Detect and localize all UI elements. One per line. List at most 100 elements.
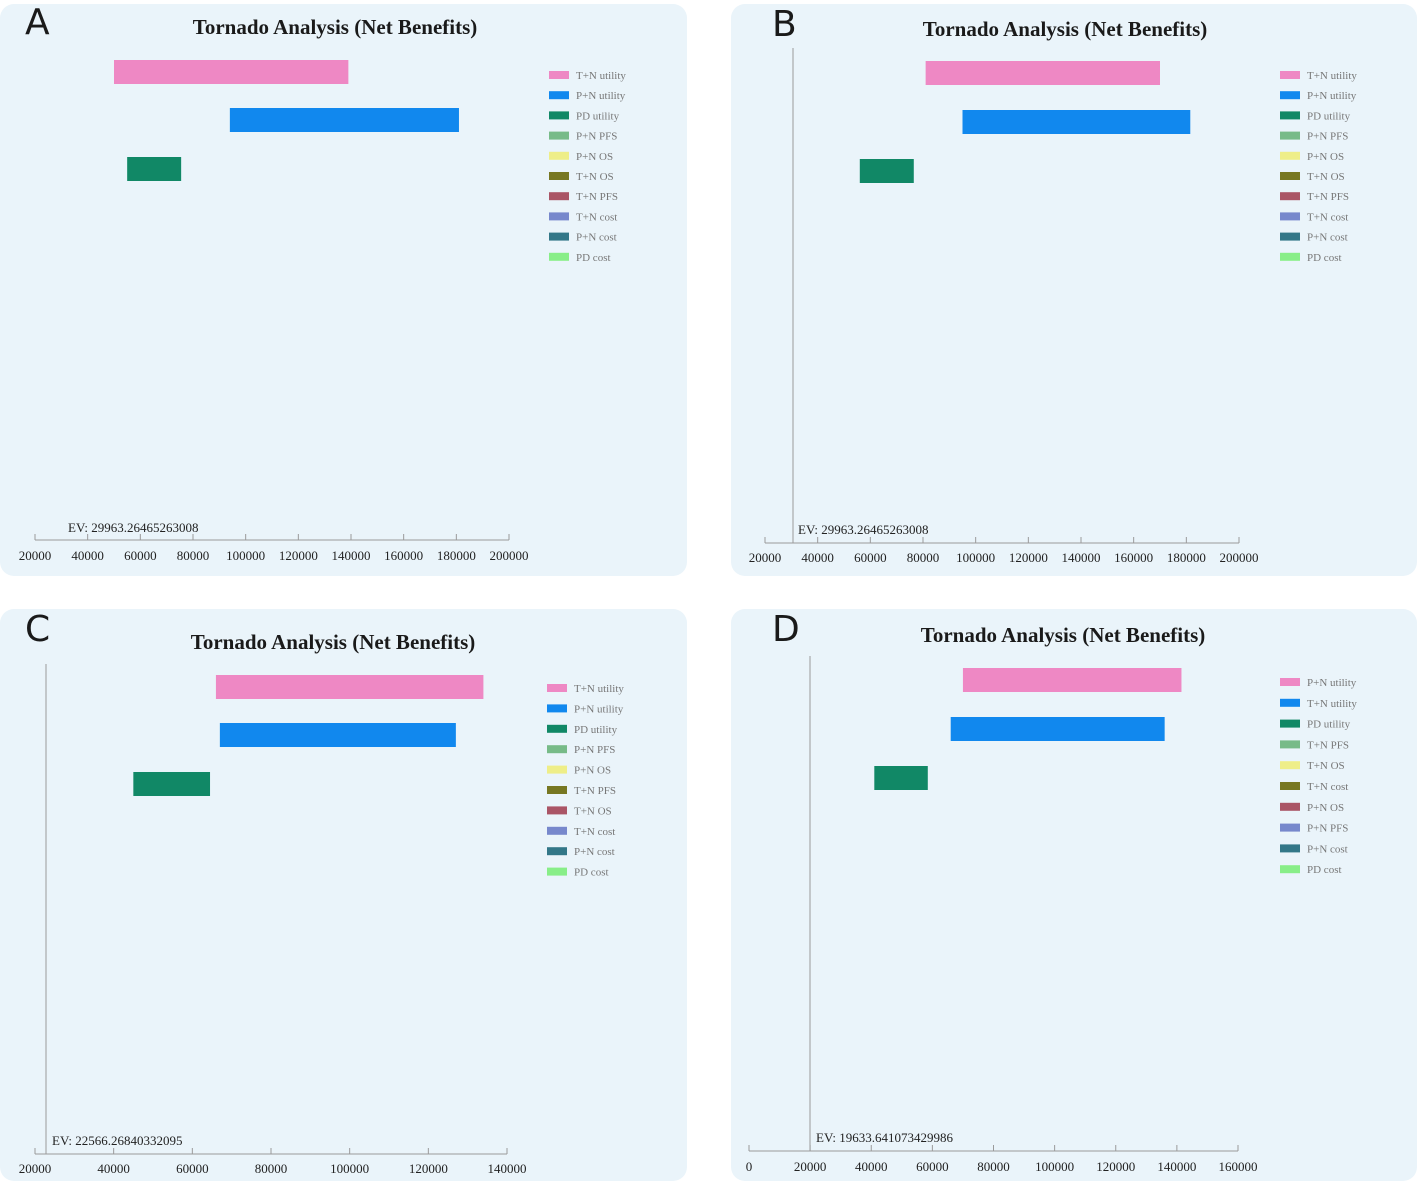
x-tick-label: 200000 <box>490 548 529 563</box>
legend-swatch <box>549 131 569 140</box>
legend-swatch <box>1280 782 1300 790</box>
legend-swatch <box>1280 131 1300 140</box>
chart-legend: P+N utility T+N utility PD utility T+N PFS T… <box>1280 677 1357 876</box>
x-tick-label: 40000 <box>801 550 834 565</box>
tornado-bar: T+N utility <box>215 675 484 699</box>
legend-swatch <box>549 111 569 120</box>
tornado-bar: P+N utility <box>962 110 1191 134</box>
legend-swatch <box>1280 91 1300 100</box>
legend-label: P+N utility <box>576 90 626 102</box>
panel-letter: C <box>25 609 50 650</box>
legend-swatch <box>1280 823 1300 832</box>
legend-label: PD cost <box>1307 252 1342 264</box>
legend-swatch <box>549 71 569 79</box>
legend-label: P+N PFS <box>574 744 615 756</box>
ev-label: EV: 29963.26465263008 <box>798 522 928 537</box>
x-tick-label: 160000 <box>1219 1159 1258 1174</box>
legend-swatch <box>1280 802 1300 811</box>
x-tick-label: 20000 <box>749 550 782 565</box>
panel-background <box>731 609 1417 1181</box>
ev-label: EV: 29963.26465263008 <box>68 520 198 535</box>
legend-swatch <box>1280 192 1300 201</box>
x-tick-label: 140000 <box>1062 550 1101 565</box>
legend-swatch <box>547 826 567 835</box>
legend-swatch <box>547 704 567 713</box>
x-tick-label: 60000 <box>916 1159 949 1174</box>
x-tick-label: 140000 <box>488 1161 527 1176</box>
legend-label: T+N utility <box>574 683 624 695</box>
legend-swatch <box>547 806 567 815</box>
legend-label: P+N OS <box>1307 151 1344 163</box>
legend-swatch <box>549 212 569 221</box>
legend-swatch <box>1280 865 1300 874</box>
legend-swatch <box>549 252 569 261</box>
chart-legend: T+N utility P+N utility PD utility P+N PFS P… <box>549 70 626 264</box>
tornado-bar: T+N utility <box>925 61 1160 85</box>
legend-label: T+N OS <box>1307 760 1345 772</box>
panel-letter: D <box>772 609 800 650</box>
chart-title: Tornado Analysis (Net Benefits) <box>921 623 1206 647</box>
legend-label: T+N cost <box>574 826 615 838</box>
legend-swatch <box>1280 111 1300 120</box>
legend-swatch <box>1280 252 1300 261</box>
x-tick-label: 80000 <box>977 1159 1010 1174</box>
x-tick-label: 160000 <box>384 548 423 563</box>
x-tick-label: 100000 <box>330 1161 369 1176</box>
chart-title: Tornado Analysis (Net Benefits) <box>923 17 1208 41</box>
ev-label: EV: 22566.26840332095 <box>52 1133 182 1148</box>
legend-swatch <box>1280 761 1300 770</box>
legend-label: P+N OS <box>1307 802 1344 814</box>
chart-title: Tornado Analysis (Net Benefits) <box>191 630 476 654</box>
tornado-bar: P+N utility <box>219 723 456 747</box>
chart-panel-b: B Tornado Analysis (Net Benefits) 20000 400… <box>731 4 1417 576</box>
legend-label: T+N cost <box>1307 211 1348 223</box>
legend-label: T+N PFS <box>574 785 616 797</box>
x-tick-label: 180000 <box>437 548 476 563</box>
x-tick-label: 60000 <box>176 1161 209 1176</box>
x-tick-label: 80000 <box>177 548 210 563</box>
legend-label: P+N OS <box>576 151 613 163</box>
x-tick-label: 140000 <box>1157 1159 1196 1174</box>
x-tick-label: 100000 <box>956 550 995 565</box>
x-tick-label: 0 <box>746 1159 753 1174</box>
legend-label: P+N PFS <box>576 131 617 143</box>
legend-label: PD cost <box>574 867 609 879</box>
legend-label: PD utility <box>574 724 618 736</box>
panel-letter: B <box>772 4 797 45</box>
legend-swatch <box>547 765 567 774</box>
legend-label: PD utility <box>1307 110 1351 122</box>
tornado-bar: PD utility <box>133 772 211 796</box>
legend-swatch <box>547 786 567 794</box>
legend-swatch <box>1280 172 1300 180</box>
legend-swatch <box>1280 844 1300 853</box>
tornado-bar: PD utility <box>127 157 182 181</box>
legend-swatch <box>549 151 569 160</box>
legend-label: T+N OS <box>576 171 614 183</box>
legend-label: P+N utility <box>1307 90 1357 102</box>
legend-label: T+N PFS <box>576 191 618 203</box>
tornado-bar: PD utility <box>859 159 914 183</box>
panel-background <box>731 4 1417 576</box>
chart-panel-d: D Tornado Analysis (Net Benefits) 0 20000 40… <box>731 609 1417 1181</box>
legend-swatch <box>1280 71 1300 79</box>
legend-swatch <box>547 867 567 876</box>
legend-swatch <box>1280 698 1300 707</box>
x-tick-label: 100000 <box>1035 1159 1074 1174</box>
legend-label: PD utility <box>576 110 620 122</box>
legend-swatch <box>547 724 567 733</box>
tornado-bar: T+N utility <box>950 717 1165 741</box>
x-tick-label: 140000 <box>332 548 371 563</box>
legend-label: P+N PFS <box>1307 823 1348 835</box>
legend-label: T+N cost <box>1307 781 1348 793</box>
x-tick-label: 180000 <box>1167 550 1206 565</box>
legend-label: T+N OS <box>1307 171 1345 183</box>
tornado-bar: P+N utility <box>229 108 459 132</box>
panel-background <box>0 609 687 1181</box>
legend-label: T+N utility <box>1307 698 1357 710</box>
legend-swatch <box>1280 678 1300 686</box>
x-tick-label: 40000 <box>71 548 104 563</box>
legend-swatch <box>1280 212 1300 221</box>
ev-label: EV: 19633.641073429986 <box>816 1130 953 1145</box>
tornado-bar: P+N utility <box>962 668 1182 692</box>
